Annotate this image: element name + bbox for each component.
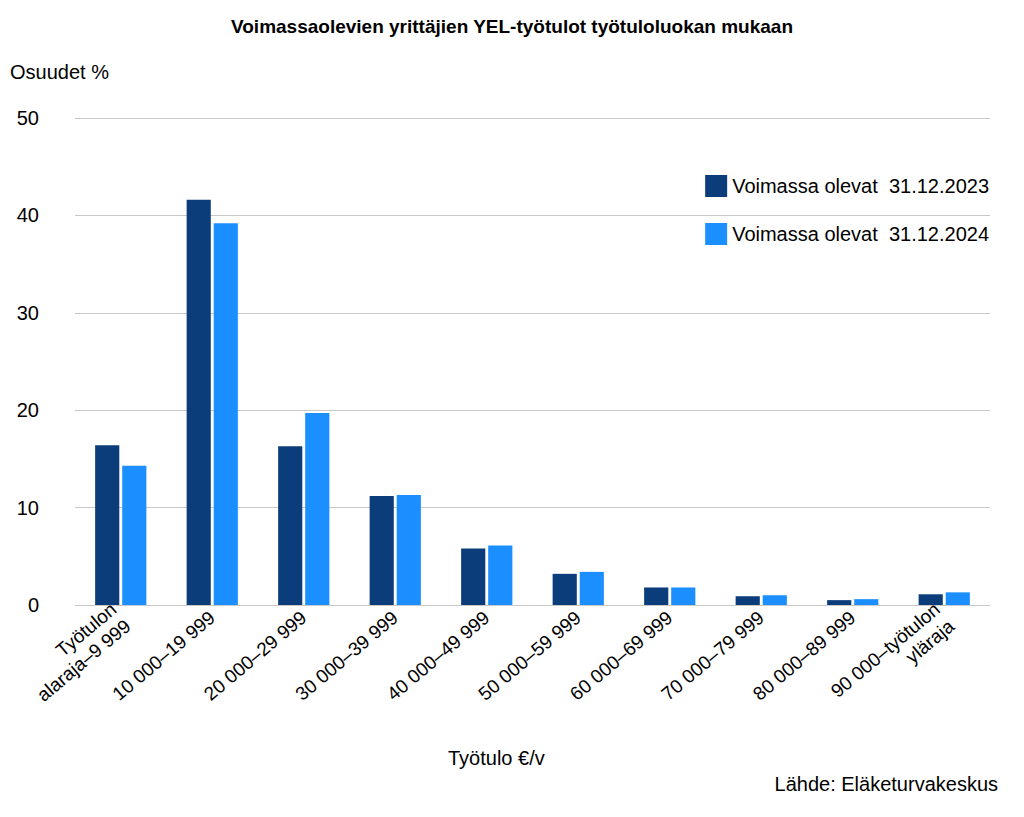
svg-text:90 000–työtulon: 90 000–työtulon: [826, 598, 944, 702]
svg-text:Lähde: Eläketurvakeskus: Lähde: Eläketurvakeskus: [775, 773, 998, 795]
svg-text:20: 20: [17, 399, 39, 421]
svg-text:alaraja–9 999: alaraja–9 999: [32, 615, 135, 706]
svg-text:0: 0: [28, 594, 39, 616]
svg-text:30 000–39 999: 30 000–39 999: [291, 607, 402, 705]
svg-text:70 000–79 999: 70 000–79 999: [657, 607, 768, 705]
svg-text:Voimassa olevat 31.12.2023: Voimassa olevat 31.12.2023: [732, 175, 989, 197]
svg-text:50 000–59 999: 50 000–59 999: [474, 607, 585, 705]
svg-text:80 000–89 999: 80 000–89 999: [748, 607, 860, 705]
svg-text:10 000–19 999: 10 000–19 999: [108, 607, 219, 705]
svg-text:Työtulo €/v: Työtulo €/v: [448, 747, 545, 769]
svg-text:Voimassaolevien yrittäjien YEL: Voimassaolevien yrittäjien YEL-työtulot …: [231, 16, 793, 37]
svg-text:Voimassa olevat 31.12.2024: Voimassa olevat 31.12.2024: [732, 223, 989, 245]
svg-text:60 000–69 999: 60 000–69 999: [565, 607, 677, 705]
svg-text:Työtulon: Työtulon: [51, 598, 121, 661]
svg-text:30: 30: [17, 302, 39, 324]
svg-text:10: 10: [17, 497, 39, 519]
svg-text:40 000–49 999: 40 000–49 999: [382, 607, 494, 705]
svg-text:Osuudet %: Osuudet %: [10, 61, 109, 83]
svg-text:40: 40: [17, 204, 39, 226]
svg-text:20 000–29 999: 20 000–29 999: [199, 607, 311, 705]
svg-text:50: 50: [17, 107, 39, 129]
svg-text:yläraja: yläraja: [902, 615, 959, 667]
